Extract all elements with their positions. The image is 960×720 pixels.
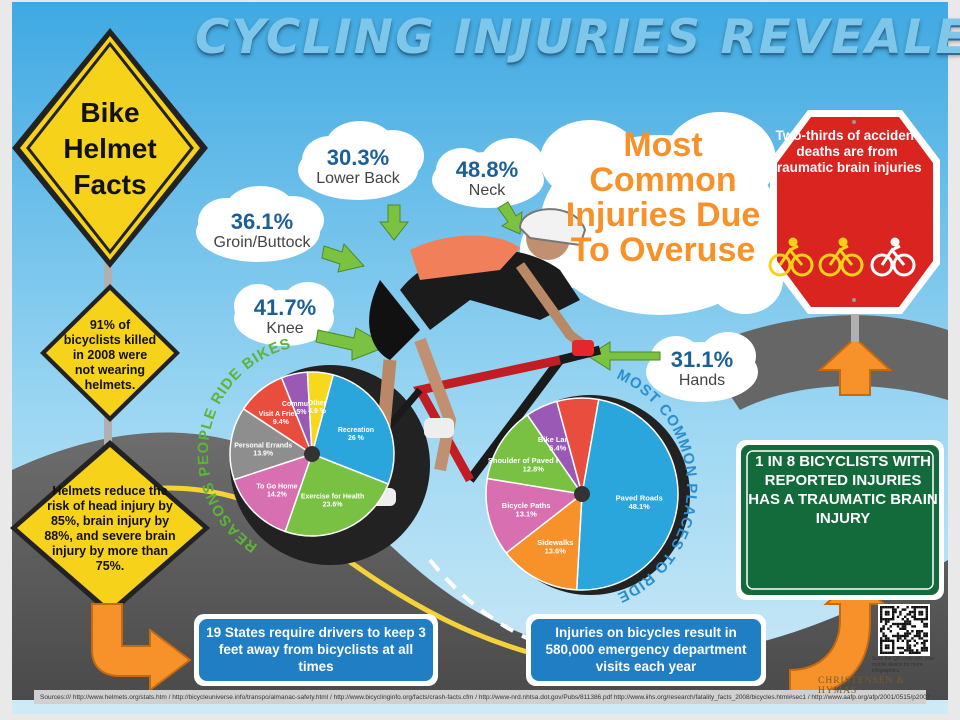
injury-pct: 31.1%: [670, 347, 734, 372]
blue-box-right: [526, 614, 766, 686]
reasons-wheel-slice: [284, 453, 390, 537]
places-wheel: Paved Roads 48.1% Sidewalks 13.6% Bicycle Pa…: [485, 397, 679, 591]
places-wheel-slice: [505, 492, 583, 591]
helmet-facts-sign: [12, 28, 208, 268]
cloud-hands: [646, 332, 758, 402]
injury-pct: 30.3%: [326, 145, 390, 170]
orange-arrow-left: [91, 603, 192, 692]
blue-box-left: [194, 614, 438, 686]
injury-label: Hands: [678, 372, 726, 389]
injury-label: Knee: [266, 320, 304, 337]
footer-band: [34, 690, 926, 704]
reasons-wheel-hub: [304, 446, 320, 462]
highway-sign: [736, 440, 944, 600]
injury-label: Neck: [468, 182, 506, 199]
reasons-wheel-slice-label: Other 4.9 %: [308, 400, 327, 415]
fact-91-text: 91% of bicyclists killed in 2008 were no…: [63, 318, 157, 392]
injury-lower-back: 30.3% Lower Back: [308, 146, 408, 188]
cloud-lower-back: [298, 121, 424, 200]
cloud-neck: [432, 138, 544, 208]
sign-pole: [104, 260, 112, 610]
helmet-death-sign: [40, 284, 180, 422]
qr-code: [878, 604, 930, 656]
reasons-wheel: Recreation 26 % Exercise for Health 23.6% To…: [229, 371, 395, 537]
injury-pct: 36.1%: [230, 209, 294, 234]
page-title: CYCLING INJURIES REVEALED: [195, 10, 960, 65]
places-wheel-slice: [575, 398, 679, 591]
places-wheel-slice-label: Paved Roads 48.1%: [616, 494, 663, 512]
injury-label: Lower Back: [316, 170, 400, 187]
blue-left-text: 19 States require drivers to keep 3 feet…: [206, 625, 426, 674]
overuse-title: Most Common Injuries Due To Overuse: [565, 126, 761, 269]
helmet-facts-title: Bike Helmet Facts: [63, 97, 157, 200]
reasons-wheel-slice: [306, 371, 335, 455]
helmet-reduce-sign: [10, 440, 210, 616]
places-wheel-slice-label: Sidewalks 13.6%: [537, 538, 573, 556]
injury-hands: 31.1% Hands: [660, 348, 744, 390]
orange-arrow-up: [817, 336, 893, 396]
fact-helmets-text: Helmets reduce the risk of head injury b…: [44, 484, 176, 573]
places-wheel-slice: [486, 413, 584, 496]
injury-neck: 48.8% Neck: [442, 158, 532, 200]
reasons-wheel-slice-label: To Go Home 14.2%: [256, 484, 297, 499]
stop-sign-text: Two-thirds of accident deaths are from t…: [772, 128, 922, 175]
stop-pole: [851, 312, 859, 342]
highway-sign-text: 1 IN 8 BICYCLISTS WITH REPORTED INJURIES…: [748, 453, 938, 527]
footer-sources: Sources:/// http://www.helmets.org/stats…: [40, 694, 930, 701]
places-wheel-slice-label: Bicycle Paths 13.1%: [502, 501, 551, 519]
reasons-wheel-slice-label: Recreation 26 %: [338, 427, 374, 442]
injury-label: Groin/Buttock: [213, 234, 311, 251]
brand-logo: CHRISTENSEN & HYMAS: [818, 676, 906, 696]
injury-knee: 41.7% Knee: [240, 296, 330, 338]
reasons-wheel-slice-label: Commuting 5%: [282, 401, 321, 416]
blue-right-text: Injuries on bicycles result in 580,000 e…: [545, 625, 747, 674]
bike-icons: [768, 237, 916, 277]
injury-groin: 36.1% Groin/Buttock: [200, 210, 324, 252]
injury-pct: 48.8%: [455, 157, 519, 182]
reasons-wheel-slice: [311, 373, 395, 486]
reasons-wheel-slice: [229, 407, 314, 481]
reasons-wheel-slice-label: Exercise for Health 23.6%: [301, 494, 364, 509]
road-far: [700, 315, 948, 410]
injury-pct: 41.7%: [253, 295, 317, 320]
green-arrows: [315, 201, 661, 371]
qr-note: Scan the QR code with your mobile device…: [872, 656, 935, 674]
places-wheel-slice: [485, 477, 584, 554]
places-wheel-hub: [574, 486, 590, 502]
cloud-knee: [234, 282, 334, 346]
reasons-wheel-slice-label: Personal Errands 13.9%: [234, 443, 292, 458]
reasons-wheel-slice-label: Visit A Friend 9.4%: [259, 411, 303, 426]
cloud-groin: [196, 186, 324, 262]
places-wheel-slice: [555, 397, 600, 495]
places-wheel-slice-label: Bike Lanes 5.4%: [538, 435, 578, 453]
places-wheel-slice-label: Shoulder of Paved Roads 12.8%: [488, 456, 579, 474]
